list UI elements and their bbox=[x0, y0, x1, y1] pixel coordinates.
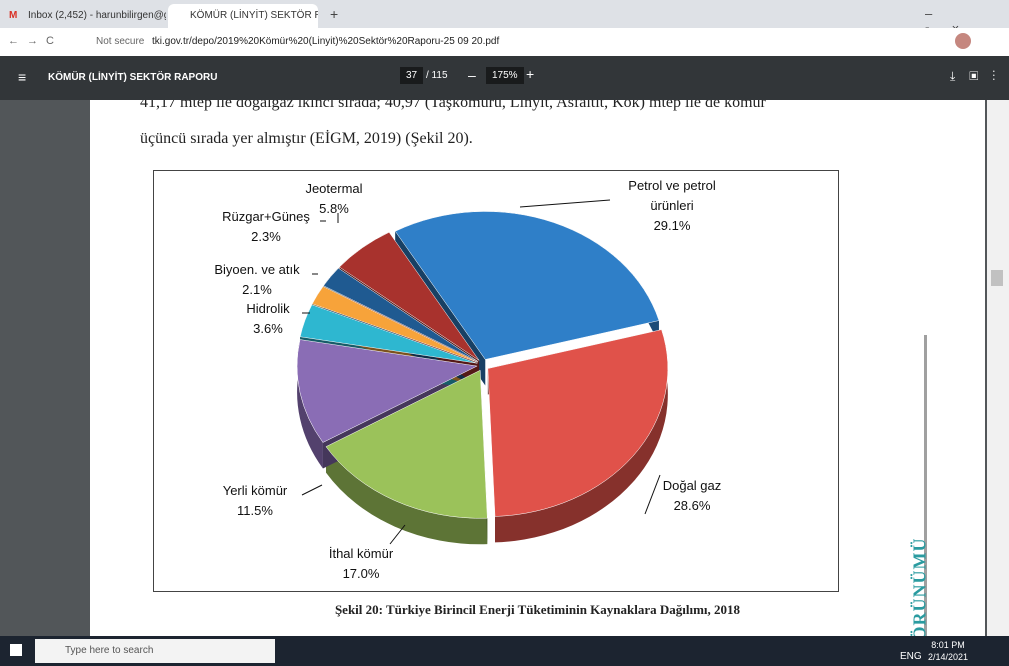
slice-value-label: 3.6% bbox=[253, 321, 283, 336]
profile[interactable] bbox=[955, 33, 971, 49]
leader-line bbox=[301, 484, 323, 496]
search-box[interactable]: Type here to search bbox=[35, 639, 275, 663]
nav-buttons[interactable]: ←→C bbox=[8, 35, 62, 47]
slice bbox=[487, 329, 669, 517]
paragraph-line: üçüncü sırada yer almıştır (EİGM, 2019) … bbox=[140, 130, 473, 147]
menu-icon[interactable]: ≡ bbox=[18, 69, 27, 85]
slice-label: Yerli kömür bbox=[222, 483, 288, 498]
slice-label: Biyoen. ve atık bbox=[214, 262, 300, 277]
slice-side bbox=[495, 329, 668, 543]
zoom-out[interactable]: – bbox=[468, 67, 476, 83]
pdf-actions[interactable]: ⤓▣⋮ bbox=[950, 69, 1009, 83]
slice bbox=[311, 286, 478, 363]
slice bbox=[394, 211, 660, 360]
doc-title: KÖMÜR (LİNYİT) SEKTÖR RAPORU bbox=[48, 72, 218, 83]
clock[interactable]: 8:01 PM 2/14/2021 bbox=[928, 639, 968, 663]
tab[interactable]: KÖMÜR (LİNYİT) SEKTÖR RAPORU bbox=[168, 4, 318, 28]
taskbar: Type here to search ENG 8:01 PM 2/14/2021 bbox=[0, 636, 1009, 666]
leader-line bbox=[644, 474, 661, 515]
pie-chart bbox=[296, 199, 669, 545]
slice-value-label: 2.1% bbox=[242, 282, 272, 297]
leader-line bbox=[389, 524, 406, 545]
slice bbox=[299, 304, 478, 364]
slice-label: Doğal gaz bbox=[662, 478, 722, 493]
slice-value-label: 2.3% bbox=[251, 229, 281, 244]
language[interactable]: ENG bbox=[900, 651, 922, 662]
slice bbox=[339, 231, 480, 361]
slice-side bbox=[325, 446, 488, 545]
address-bar: ←→C Not secure tki.gov.tr/depo/2019%20Kö… bbox=[0, 28, 1009, 57]
date: 2/14/2021 bbox=[928, 652, 969, 662]
slice-label: Petrol ve petrol ürünleri bbox=[628, 178, 716, 213]
page-count: / 115 bbox=[426, 70, 448, 81]
slice-label: Rüzgar+Güneş bbox=[222, 209, 310, 224]
page-number[interactable]: 37 bbox=[400, 67, 424, 84]
slice-value-label: 29.1% bbox=[653, 218, 691, 233]
new-tab[interactable]: + bbox=[330, 6, 339, 22]
slice-value-label: 11.5% bbox=[237, 503, 273, 518]
slice-side bbox=[297, 339, 323, 469]
side-rule bbox=[924, 335, 927, 636]
security-status: Not secure bbox=[96, 36, 145, 47]
zoom[interactable]: 175% bbox=[486, 67, 524, 84]
side-heading: ÖRÜNÜMÜ bbox=[909, 537, 930, 637]
gmail-icon: M bbox=[9, 10, 18, 21]
slice bbox=[296, 339, 478, 443]
paragraph-line: 41,17 mtep ile doğalgaz ikinci sırada; 4… bbox=[140, 100, 766, 111]
slice bbox=[323, 267, 479, 362]
slice-value-label: 17.0% bbox=[342, 566, 380, 581]
pdf-page: 41,17 mtep ile doğalgaz ikinci sırada; 4… bbox=[90, 100, 985, 636]
tab[interactable]: Inbox (2,452) - harunbilirgen@g bbox=[6, 4, 166, 28]
url[interactable]: tki.gov.tr/depo/2019%20Kömür%20(Linyit)%… bbox=[152, 36, 500, 47]
slice-value-label: 5.8% bbox=[319, 201, 349, 216]
slice-label: Hidrolik bbox=[246, 301, 290, 316]
tab-bar: Inbox (2,452) - harunbilirgen@g M KÖMÜR … bbox=[0, 0, 1009, 36]
slice-label: Jeotermal bbox=[305, 181, 363, 196]
slice-value-label: 28.6% bbox=[673, 498, 711, 513]
slice-label: İthal kömür bbox=[328, 546, 394, 561]
pdf-toolbar: ≡ KÖMÜR (LİNYİT) SEKTÖR RAPORU 37 / 115 … bbox=[0, 56, 1009, 100]
leader-line bbox=[519, 199, 611, 208]
start-button[interactable] bbox=[10, 644, 22, 656]
scroll-thumb[interactable] bbox=[991, 270, 1003, 286]
scrollbar[interactable] bbox=[987, 100, 1009, 636]
chart-caption: Şekil 20: Türkiye Birincil Enerji Tüketi… bbox=[334, 602, 741, 617]
zoom-in[interactable]: + bbox=[526, 66, 535, 82]
chart-frame bbox=[153, 170, 839, 592]
slice bbox=[325, 369, 488, 519]
time: 8:01 PM bbox=[931, 640, 965, 650]
